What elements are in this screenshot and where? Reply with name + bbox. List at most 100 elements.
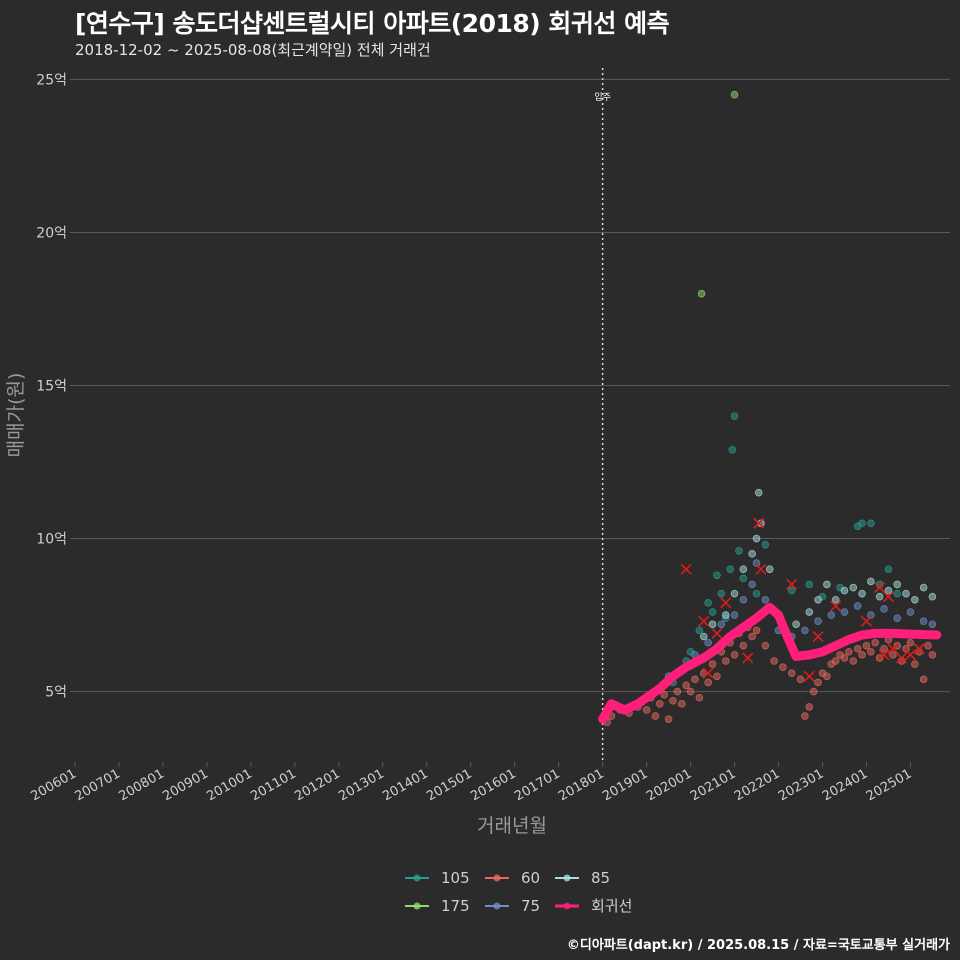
point-60 xyxy=(686,687,695,696)
y-tick-labels: 5억 10억 15억 20억 25억 xyxy=(36,72,67,700)
point-85 xyxy=(814,595,822,604)
x-tick-label: 202401 xyxy=(820,766,870,804)
x-tick-label: 201301 xyxy=(336,766,386,804)
x-tick-label: 202101 xyxy=(688,766,738,804)
x-tick-label: 201101 xyxy=(248,766,298,804)
point-105 xyxy=(893,589,902,598)
point-60 xyxy=(919,675,928,684)
point-105 xyxy=(867,519,875,528)
x-tick-label: 202201 xyxy=(732,766,782,804)
point-60 xyxy=(849,657,858,665)
point-85 xyxy=(902,589,910,598)
y-tick-label: 5억 xyxy=(45,685,67,701)
cancelled-marker xyxy=(680,563,692,575)
point-105 xyxy=(728,445,737,454)
point-60 xyxy=(708,660,717,668)
point-85 xyxy=(765,565,774,573)
point-60 xyxy=(924,641,932,650)
point-105 xyxy=(708,608,717,616)
point-75 xyxy=(906,608,915,616)
point-60 xyxy=(801,712,809,720)
cancelled-marker xyxy=(803,670,815,682)
cancelled-marker xyxy=(720,597,732,609)
point-85 xyxy=(867,577,875,586)
point-105 xyxy=(713,571,721,580)
point-60 xyxy=(880,644,888,653)
point-105 xyxy=(735,546,743,555)
point-60 xyxy=(721,657,730,665)
point-85 xyxy=(849,583,858,592)
cancelled-marker xyxy=(860,615,873,627)
cancelled-markers xyxy=(680,517,925,682)
y-tick-label: 20억 xyxy=(36,225,67,241)
point-75 xyxy=(880,605,888,613)
point-60 xyxy=(669,696,677,705)
x-tick-label: 200901 xyxy=(160,766,210,804)
chart-title: [연수구] 송도더샵센트럴시티 아파트(2018) 회귀선 예측 xyxy=(75,9,670,38)
point-85 xyxy=(721,611,730,619)
legend-label: 75 xyxy=(521,897,540,915)
legend-label: 60 xyxy=(521,869,540,887)
point-60 xyxy=(906,638,915,647)
y-tick-label: 25억 xyxy=(36,72,67,88)
point-85 xyxy=(792,620,800,629)
legend-point-105 xyxy=(413,874,421,882)
legend-point-175 xyxy=(413,902,421,910)
point-105 xyxy=(739,574,748,583)
point-85 xyxy=(699,632,708,641)
legend: 105 175 60 75 85 회귀선 xyxy=(405,869,632,915)
cancelled-marker xyxy=(878,649,890,661)
point-85 xyxy=(757,519,765,528)
point-85 xyxy=(928,592,937,601)
x-tick-label: 200701 xyxy=(72,766,122,804)
point-75 xyxy=(928,620,937,629)
point-60 xyxy=(831,657,840,665)
point-75 xyxy=(919,617,928,625)
x-tick-label: 201901 xyxy=(600,766,650,804)
point-60 xyxy=(651,712,660,720)
cancelled-marker xyxy=(753,517,765,529)
point-85 xyxy=(884,586,893,595)
x-tick-label: 202301 xyxy=(776,766,826,804)
point-105 xyxy=(884,565,893,573)
point-60 xyxy=(704,678,712,687)
point-60 xyxy=(682,681,690,690)
x-tick-label: 200601 xyxy=(29,766,79,804)
point-85 xyxy=(752,534,761,543)
cancelled-marker xyxy=(702,667,714,679)
point-85 xyxy=(893,580,902,589)
point-60 xyxy=(673,687,682,696)
point-60 xyxy=(928,651,937,659)
point-60 xyxy=(796,675,805,684)
point-105 xyxy=(858,519,866,528)
point-85 xyxy=(805,608,814,616)
legend-point-75 xyxy=(493,902,501,910)
point-60 xyxy=(761,641,770,650)
point-85 xyxy=(840,586,849,595)
point-75 xyxy=(853,602,862,610)
cancelled-marker xyxy=(711,627,723,640)
point-105 xyxy=(726,565,734,573)
legend-label: 85 xyxy=(591,869,610,887)
x-tick-label: 200801 xyxy=(116,766,166,804)
point-75 xyxy=(730,611,739,619)
point-105 xyxy=(717,589,726,598)
point-175 xyxy=(697,289,706,298)
cancelled-marker xyxy=(830,600,842,612)
point-75 xyxy=(761,595,770,604)
regression-line xyxy=(598,602,942,724)
point-75 xyxy=(867,611,875,619)
x-tick-label: 201001 xyxy=(204,766,254,804)
point-60 xyxy=(730,651,739,659)
point-105 xyxy=(787,586,796,595)
cancelled-marker xyxy=(874,581,886,594)
point-60 xyxy=(642,706,651,714)
point-75 xyxy=(840,608,849,616)
point-85 xyxy=(875,592,884,601)
y-axis-label: 매매가(원) xyxy=(5,373,27,458)
chart-subtitle: 2018-12-02 ~ 2025-08-08(최근계약일) 전체 거래건 xyxy=(75,41,431,59)
cancelled-marker xyxy=(812,630,824,643)
point-60 xyxy=(752,626,761,635)
point-60 xyxy=(677,700,686,708)
